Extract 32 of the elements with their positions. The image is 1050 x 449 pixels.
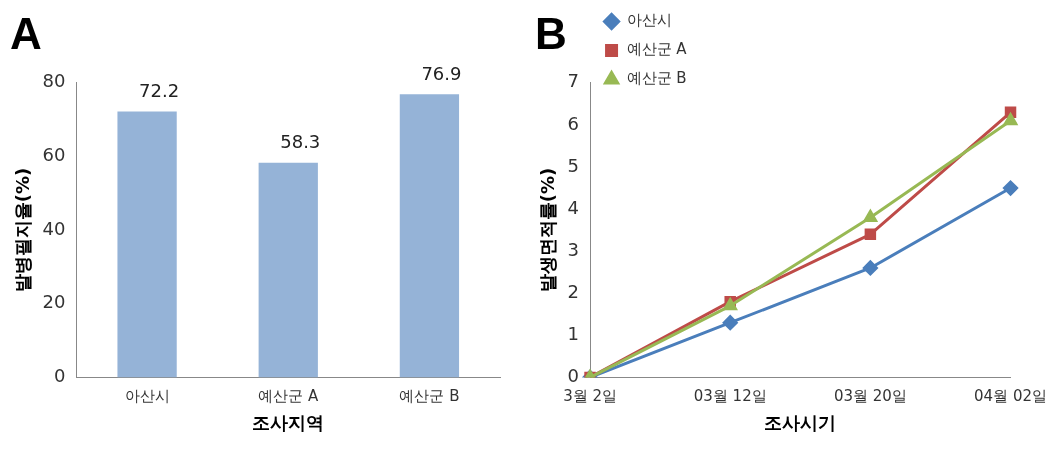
y-tick-label: 4 bbox=[567, 196, 580, 218]
data-label: 72.2 bbox=[139, 80, 180, 102]
legend-label: 아산시 bbox=[626, 11, 672, 30]
x-tick-label: 03월 20일 bbox=[833, 387, 907, 406]
data-label: 76.9 bbox=[421, 62, 462, 84]
y-tick-label: 60 bbox=[42, 144, 66, 166]
y-axis-title: 발생면적률(%) bbox=[537, 167, 559, 293]
y-tick-label: 0 bbox=[567, 365, 580, 387]
chart-title: A bbox=[10, 8, 42, 58]
y-tick-label: 20 bbox=[42, 291, 66, 313]
y-axis-title: 발병필지율(%) bbox=[12, 167, 34, 293]
x-tick-label: 04월 02일 bbox=[974, 387, 1048, 406]
data-label: 58.3 bbox=[280, 131, 321, 153]
y-tick-label: 1 bbox=[567, 322, 580, 344]
y-tick-label: 2 bbox=[567, 280, 580, 302]
y-tick-label: 7 bbox=[567, 70, 580, 92]
y-tick-label: 80 bbox=[42, 70, 66, 92]
chart-title: B bbox=[535, 8, 567, 58]
legend-label: 예산군 B bbox=[626, 69, 687, 88]
x-tick-label: 아산시 bbox=[124, 387, 170, 406]
y-tick-label: 6 bbox=[567, 112, 580, 134]
x-tick-label: 03월 12일 bbox=[693, 387, 767, 406]
y-tick-label: 40 bbox=[42, 217, 66, 239]
x-tick-label: 3월 2일 bbox=[563, 387, 617, 406]
y-tick-label: 5 bbox=[567, 154, 580, 176]
x-axis-title: 조사지역 bbox=[252, 411, 325, 433]
x-axis-title: 조사시기 bbox=[764, 411, 837, 433]
x-tick-label: 예산군 B bbox=[399, 387, 460, 406]
legend-label: 예산군 A bbox=[626, 40, 688, 59]
y-tick-label: 3 bbox=[567, 238, 580, 260]
y-tick-label: 0 bbox=[54, 365, 66, 387]
x-tick-label: 예산군 A bbox=[258, 387, 319, 406]
